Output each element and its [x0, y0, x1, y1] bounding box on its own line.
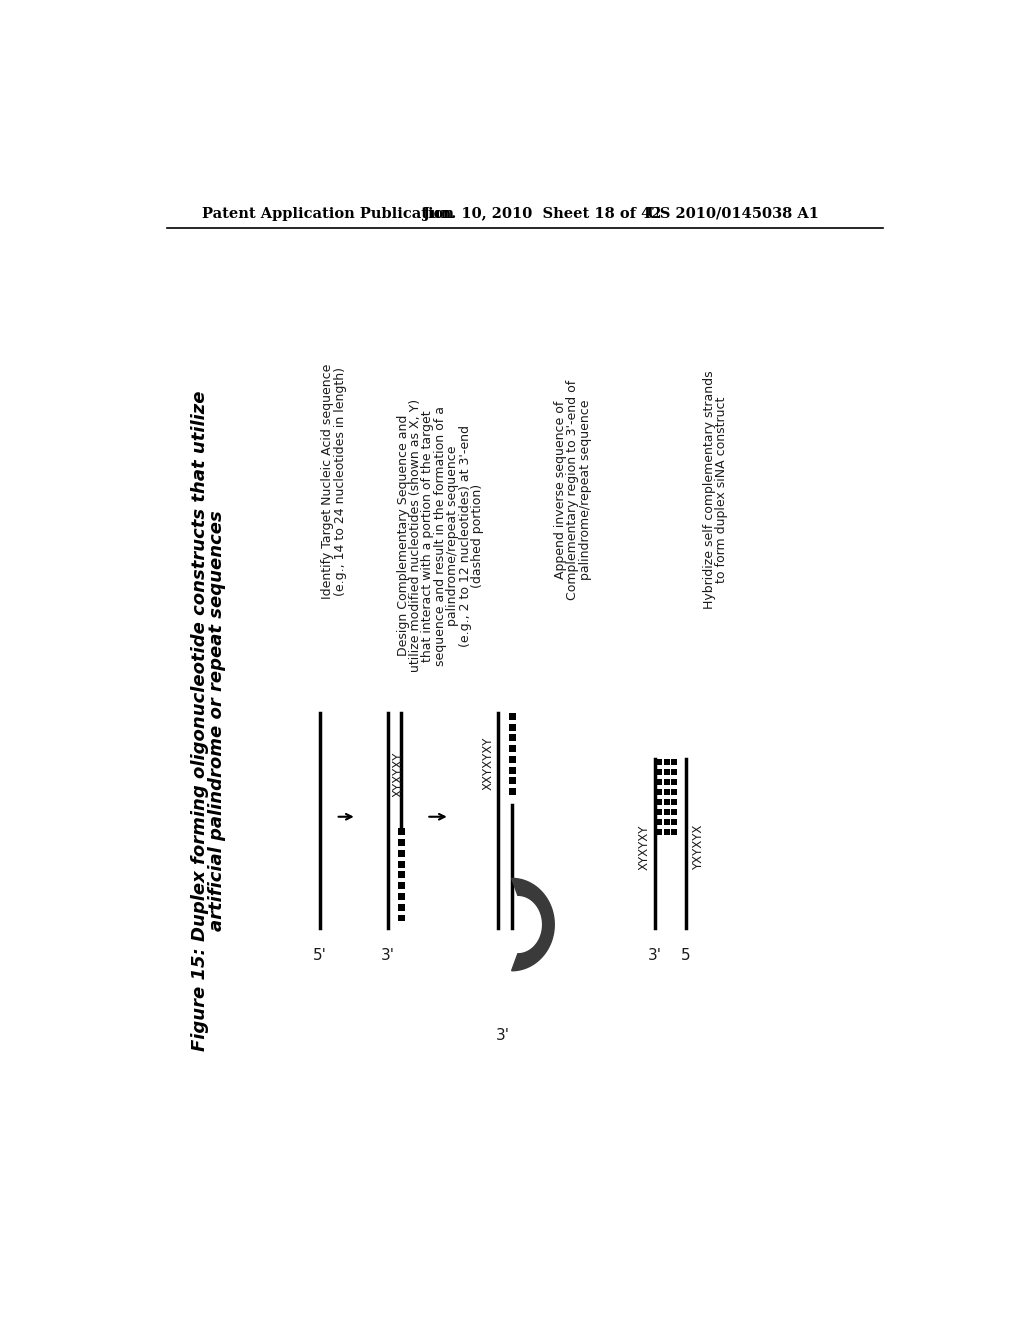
Text: (e.g., 2 to 12 nucleotides) at 3'-end: (e.g., 2 to 12 nucleotides) at 3'-end: [459, 425, 472, 647]
Text: Patent Application Publication: Patent Application Publication: [202, 207, 454, 220]
Text: 3': 3': [381, 948, 394, 962]
Bar: [664, 770, 670, 775]
Text: utilize modified nucleotides (shown as X, Y): utilize modified nucleotides (shown as X…: [409, 399, 422, 672]
Bar: [655, 779, 662, 785]
Bar: [397, 871, 404, 878]
Bar: [655, 759, 662, 766]
Bar: [509, 734, 515, 742]
Text: sequence and result in the formation of a: sequence and result in the formation of …: [434, 405, 446, 665]
Bar: [672, 809, 678, 816]
Bar: [655, 770, 662, 775]
Bar: [397, 861, 404, 867]
Bar: [672, 829, 678, 836]
Bar: [664, 818, 670, 825]
Bar: [664, 789, 670, 795]
Bar: [664, 829, 670, 836]
Text: 5: 5: [681, 948, 691, 962]
Bar: [509, 713, 515, 719]
Bar: [672, 789, 678, 795]
Polygon shape: [512, 878, 554, 970]
Text: Identify Target Nucleic Acid sequence: Identify Target Nucleic Acid sequence: [322, 364, 335, 599]
Bar: [509, 767, 515, 774]
Text: (dashed portion): (dashed portion): [471, 483, 484, 587]
Bar: [655, 789, 662, 795]
Text: (e.g., 14 to 24 nucleotides in length): (e.g., 14 to 24 nucleotides in length): [334, 367, 347, 597]
Text: XXYXYXY: XXYXYXY: [481, 737, 495, 789]
Bar: [397, 829, 404, 836]
Bar: [509, 756, 515, 763]
Text: Figure 15: Duplex forming oligonucleotide constructs that utilize: Figure 15: Duplex forming oligonucleotid…: [191, 391, 209, 1051]
Text: to form duplex siNA construct: to form duplex siNA construct: [715, 396, 728, 582]
Text: XYXYXY: XYXYXY: [638, 825, 651, 870]
Bar: [509, 744, 515, 752]
Bar: [655, 809, 662, 816]
Text: 3': 3': [496, 1028, 509, 1044]
Bar: [672, 799, 678, 805]
Bar: [397, 892, 404, 900]
Text: Complementary region to 3'-end of: Complementary region to 3'-end of: [566, 379, 580, 599]
Text: palindrome/repeat sequence: palindrome/repeat sequence: [446, 445, 459, 626]
Bar: [509, 777, 515, 784]
Text: Hybridize self complementary strands: Hybridize self complementary strands: [702, 370, 716, 609]
Bar: [672, 770, 678, 775]
Bar: [397, 915, 404, 921]
Bar: [397, 904, 404, 911]
Text: that interact with a portion of the target: that interact with a portion of the targ…: [422, 411, 434, 661]
Bar: [655, 818, 662, 825]
Bar: [655, 799, 662, 805]
Bar: [397, 882, 404, 890]
Text: artificial palindrome or repeat sequences: artificial palindrome or repeat sequence…: [208, 510, 226, 931]
Text: Design Complementary Sequence and: Design Complementary Sequence and: [396, 414, 410, 656]
Bar: [664, 809, 670, 816]
Text: Append inverse sequence of: Append inverse sequence of: [554, 400, 567, 578]
Text: 5': 5': [313, 948, 327, 962]
Text: YXYXYX: YXYXYX: [692, 825, 706, 870]
Bar: [672, 779, 678, 785]
Bar: [509, 723, 515, 730]
Bar: [509, 788, 515, 795]
Bar: [655, 829, 662, 836]
Bar: [672, 818, 678, 825]
Bar: [664, 759, 670, 766]
Bar: [397, 850, 404, 857]
Bar: [664, 799, 670, 805]
Text: US 2010/0145038 A1: US 2010/0145038 A1: [647, 207, 819, 220]
Text: 3': 3': [648, 948, 662, 962]
Bar: [664, 779, 670, 785]
Text: palindrome/repeat sequence: palindrome/repeat sequence: [579, 399, 592, 579]
Bar: [397, 840, 404, 846]
Text: Jun. 10, 2010  Sheet 18 of 42: Jun. 10, 2010 Sheet 18 of 42: [423, 207, 662, 220]
Text: XYXYXY: XYXYXY: [391, 751, 404, 797]
Bar: [672, 759, 678, 766]
